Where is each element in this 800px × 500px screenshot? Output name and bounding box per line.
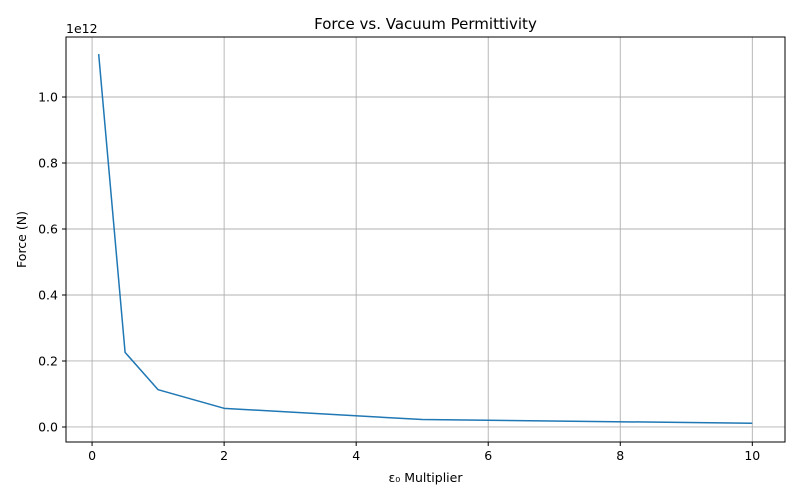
y-tick-label: 1.0 (38, 89, 58, 104)
x-axis: 0 2 4 6 8 10 (88, 442, 760, 463)
y-tick-label: 0.2 (38, 353, 58, 368)
y-offset-label: 1e12 (66, 21, 98, 36)
y-tick-label: 0.8 (38, 155, 58, 170)
x-tick-label: 6 (484, 448, 492, 463)
plot-frame (65, 36, 786, 443)
series-line (97, 54, 753, 425)
grid (66, 37, 785, 442)
series-layer (97, 54, 753, 425)
y-tick-label: 0.0 (38, 419, 58, 434)
chart-title: Force vs. Vacuum Permittivity (314, 15, 537, 33)
x-axis-label: ε₀ Multiplier (388, 470, 463, 485)
x-tick-label: 10 (744, 448, 760, 463)
y-tick-label: 0.6 (38, 221, 58, 236)
y-axis-label: Force (N) (14, 211, 29, 268)
x-tick-label: 8 (616, 448, 624, 463)
y-tick-label: 0.4 (38, 287, 58, 302)
y-axis: 0.0 0.2 0.4 0.6 0.8 1.0 (38, 89, 66, 434)
x-tick-label: 0 (88, 448, 96, 463)
x-tick-label: 4 (352, 448, 360, 463)
x-tick-label: 2 (220, 448, 228, 463)
